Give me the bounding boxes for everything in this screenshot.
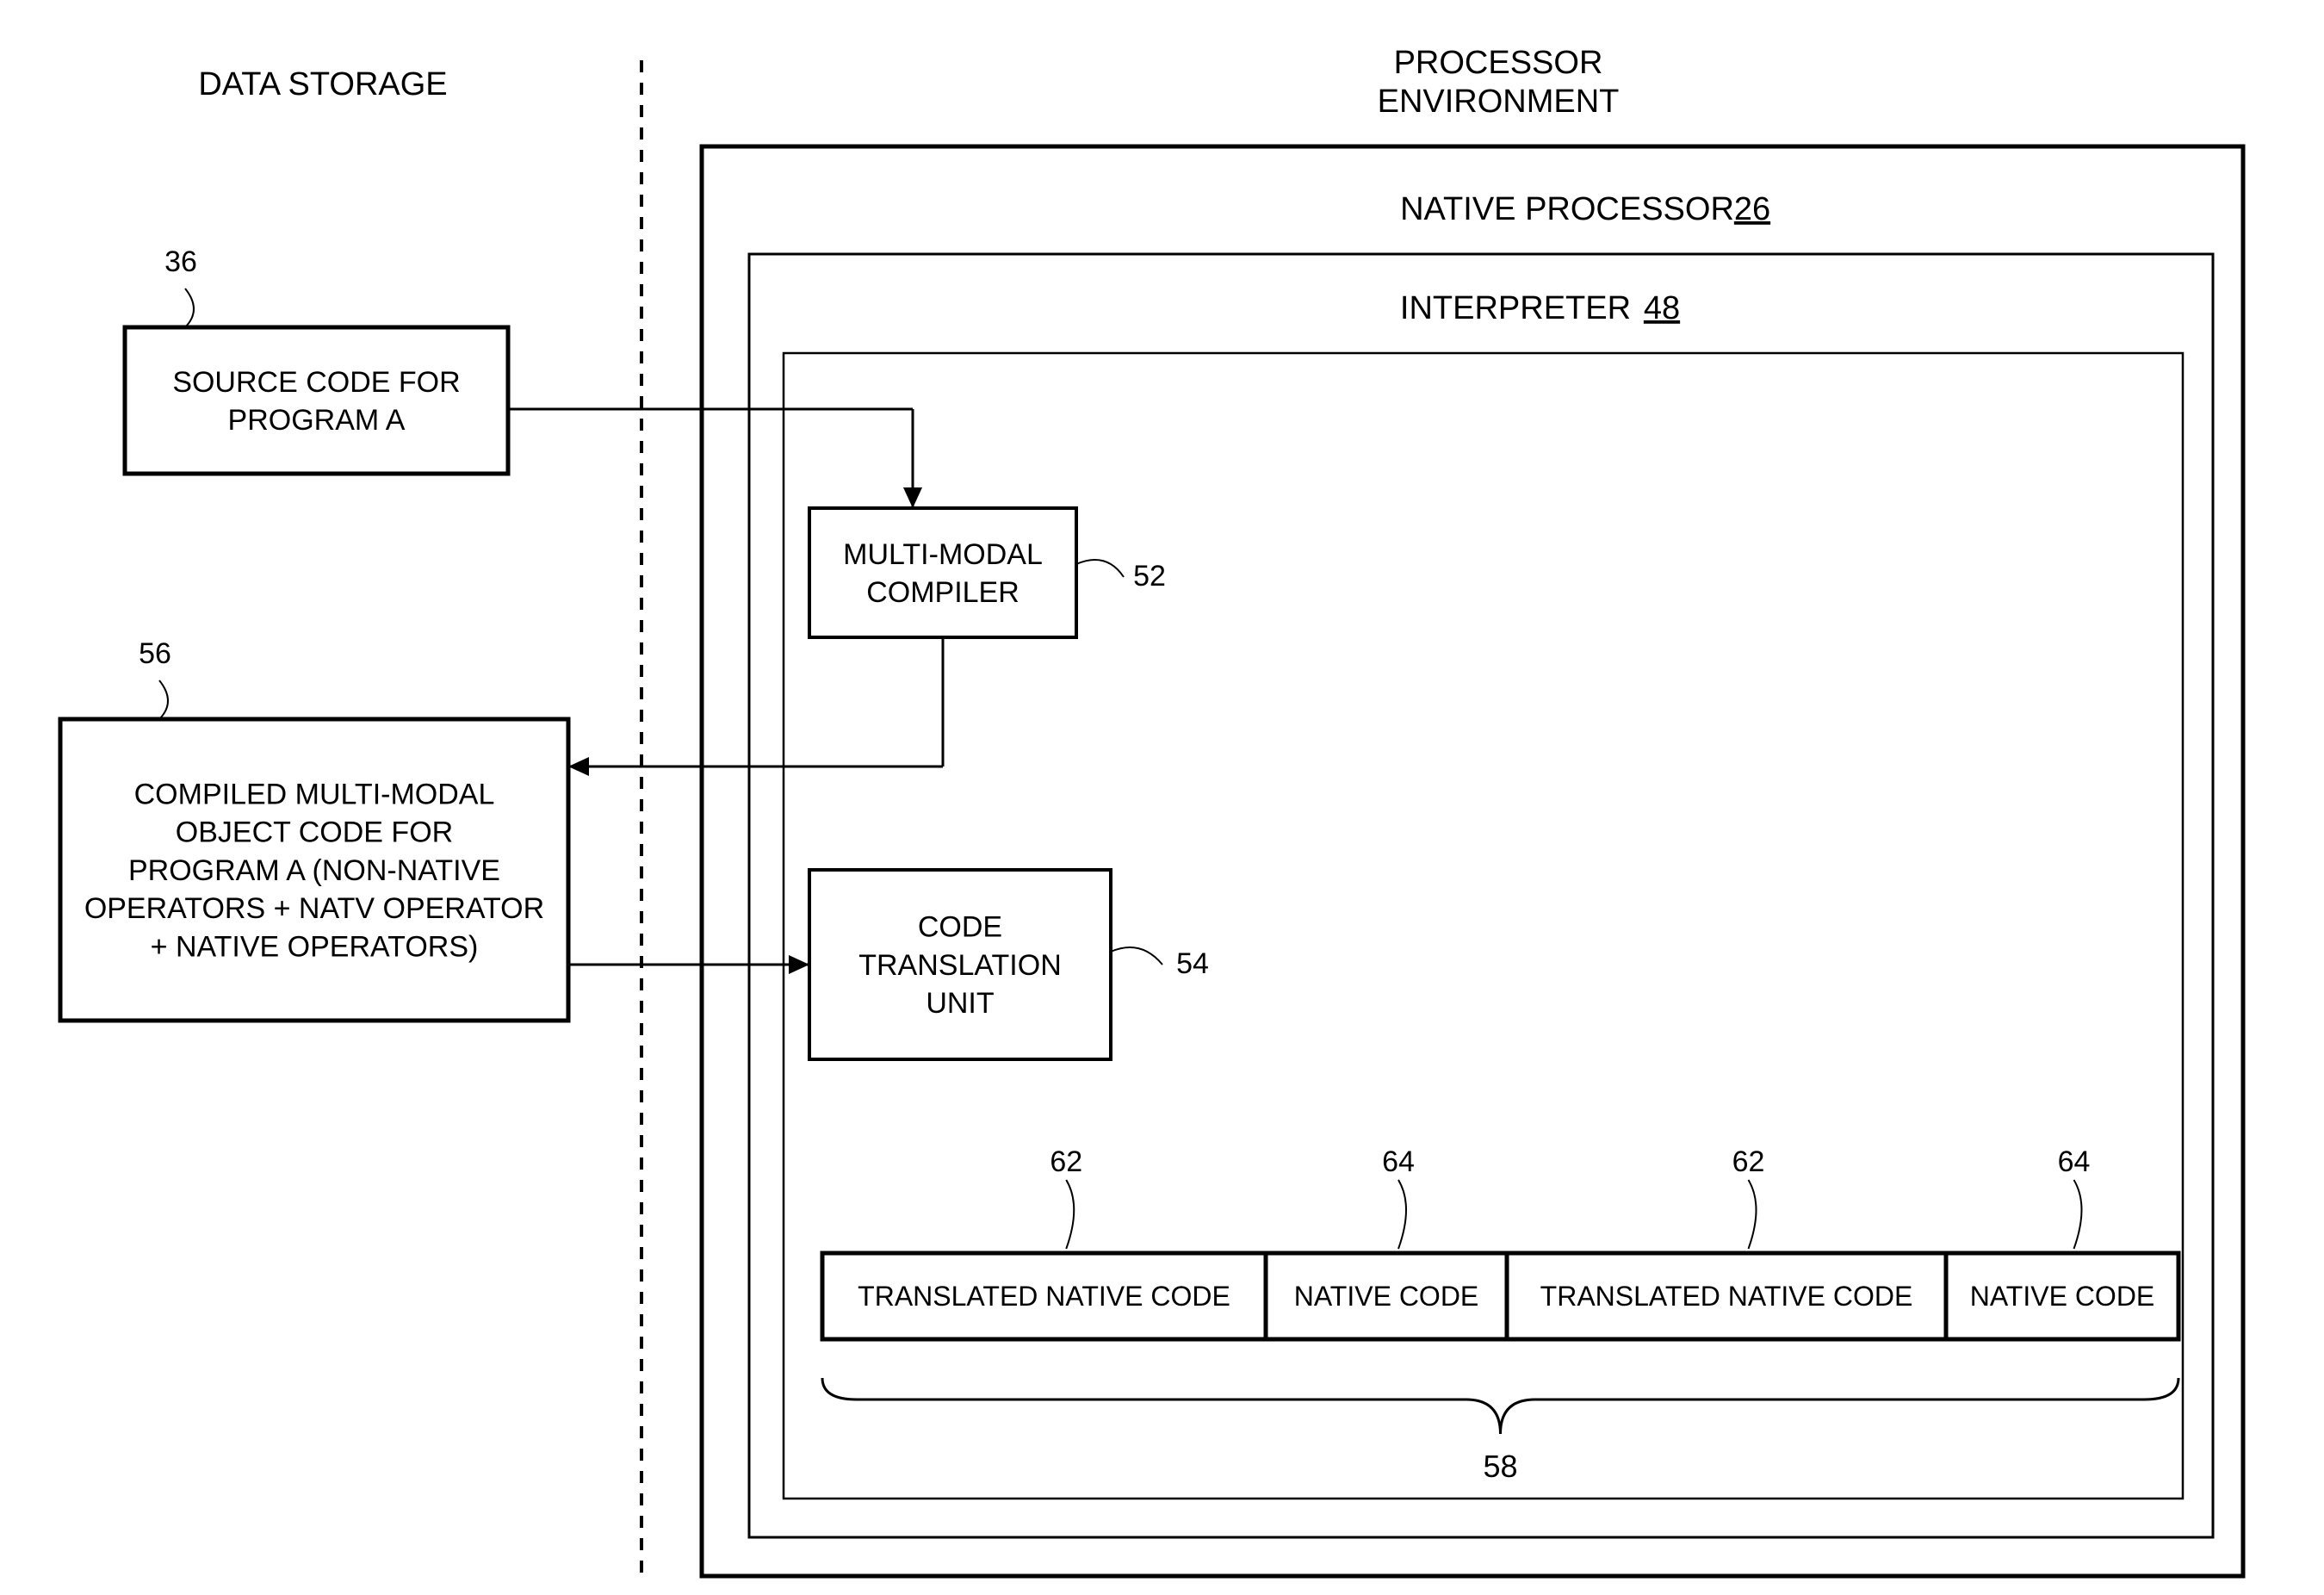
box-ctu-line: UNIT xyxy=(926,987,994,1020)
arrowhead xyxy=(903,487,922,508)
ref-interpreter: 48 xyxy=(1644,290,1680,326)
box-compiled-line: + NATIVE OPERATORS) xyxy=(151,930,479,963)
ref-lead xyxy=(185,289,194,327)
code-cell-lead xyxy=(1066,1180,1074,1249)
code-row-ref: 58 xyxy=(1483,1449,1517,1484)
ref-compiled: 56 xyxy=(139,637,171,670)
label-native-processor: NATIVE PROCESSOR xyxy=(1400,191,1734,227)
code-cell-lead xyxy=(2074,1180,2082,1249)
code-row-brace xyxy=(822,1378,2178,1434)
frame-processor-env xyxy=(702,146,2243,1576)
ref-ctu: 54 xyxy=(1176,947,1209,980)
heading-data-storage: DATA STORAGE xyxy=(198,66,447,102)
code-cell-label-2: TRANSLATED NATIVE CODE xyxy=(1540,1281,1913,1312)
code-cell-label-3: NATIVE CODE xyxy=(1970,1281,2155,1312)
heading-processor-env: PROCESSOR xyxy=(1394,45,1603,81)
box-source-code-line: PROGRAM A xyxy=(228,404,406,437)
box-compiled-line: OPERATORS + NATV OPERATOR xyxy=(84,892,544,925)
label-interpreter: INTERPRETER xyxy=(1400,290,1631,326)
code-cell-lead xyxy=(1398,1180,1406,1249)
ref-native-processor: 26 xyxy=(1734,191,1770,227)
box-ctu-line: CODE xyxy=(918,911,1002,944)
box-compiled-line: COMPILED MULTI-MODAL xyxy=(134,779,495,811)
code-cell-ref-1: 64 xyxy=(1382,1145,1415,1178)
box-compiler-line: COMPILER xyxy=(866,576,1019,609)
ref-compiler: 52 xyxy=(1133,560,1166,593)
code-cell-ref-2: 62 xyxy=(1732,1145,1765,1178)
box-source-code xyxy=(125,327,508,474)
box-ctu-line: TRANSLATION xyxy=(858,949,1062,982)
code-cell-label-1: NATIVE CODE xyxy=(1294,1281,1479,1312)
code-cell-ref-3: 64 xyxy=(2058,1145,2091,1178)
ref-lead xyxy=(1076,560,1124,577)
box-compiled-line: OBJECT CODE FOR xyxy=(176,816,453,849)
ref-lead xyxy=(1111,947,1162,965)
code-cell-lead xyxy=(1749,1180,1757,1249)
code-cell-ref-0: 62 xyxy=(1050,1145,1082,1178)
arrowhead xyxy=(568,757,589,776)
box-compiler xyxy=(809,508,1076,637)
box-compiled-line: PROGRAM A (NON-NATIVE xyxy=(128,854,500,887)
ref-lead xyxy=(159,680,168,719)
code-cell-label-0: TRANSLATED NATIVE CODE xyxy=(858,1281,1230,1312)
heading-processor-env: ENVIRONMENT xyxy=(1378,84,1620,120)
arrowhead xyxy=(789,955,809,974)
box-compiler-line: MULTI-MODAL xyxy=(843,538,1043,571)
ref-source-code: 36 xyxy=(164,245,197,278)
box-source-code-line: SOURCE CODE FOR xyxy=(172,366,460,399)
